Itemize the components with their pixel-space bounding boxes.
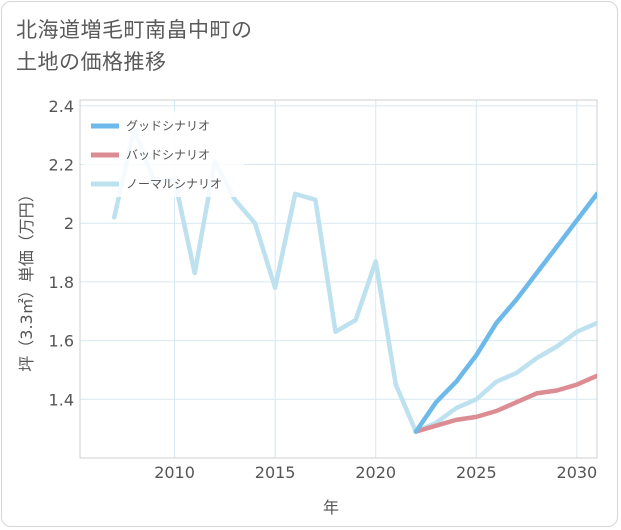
y-tick-label: 1.4 [49, 390, 74, 409]
bad-scenario-line [413, 373, 597, 434]
grid-lines [80, 100, 597, 458]
x-tick-label: 2015 [255, 463, 296, 482]
plot-frame [79, 99, 598, 459]
legend-item-normal-label: ノーマルシナリオ [126, 177, 222, 191]
tick-labels: 2010 2015 2020 2025 2030 1.4 1.6 1.8 2 2.2 2.4 [49, 97, 598, 482]
chart-title: 北海道増毛町南畠中町の 土地の価格推移 [16, 14, 436, 78]
legend-item-good-label: グッドシナリオ [126, 119, 210, 133]
x-tick-label: 2010 [154, 463, 195, 482]
y-tick-label: 2.4 [49, 97, 74, 116]
y-tick-label: 2.2 [49, 156, 74, 175]
x-tick-label: 2020 [355, 463, 396, 482]
y-axis-title: 坪（3.3㎡）単価（万円） [17, 186, 36, 371]
x-tick-label: 2030 [557, 463, 598, 482]
normal-scenario-line [111, 127, 597, 434]
y-tick-label: 1.6 [49, 332, 74, 351]
x-tick-label: 2025 [456, 463, 497, 482]
good-scenario-line [413, 191, 597, 434]
x-axis-title: 年 [323, 498, 339, 517]
y-tick-label: 1.8 [49, 273, 74, 292]
chart-title-line-1: 北海道増毛町南畠中町の [16, 18, 253, 42]
legend-item-bad-label: バッドシナリオ [126, 148, 210, 162]
y-tick-label: 2 [64, 214, 74, 233]
plot-border [79, 99, 598, 459]
chart-title-line-2: 土地の価格推移 [16, 50, 167, 74]
series-layer [111, 127, 597, 434]
